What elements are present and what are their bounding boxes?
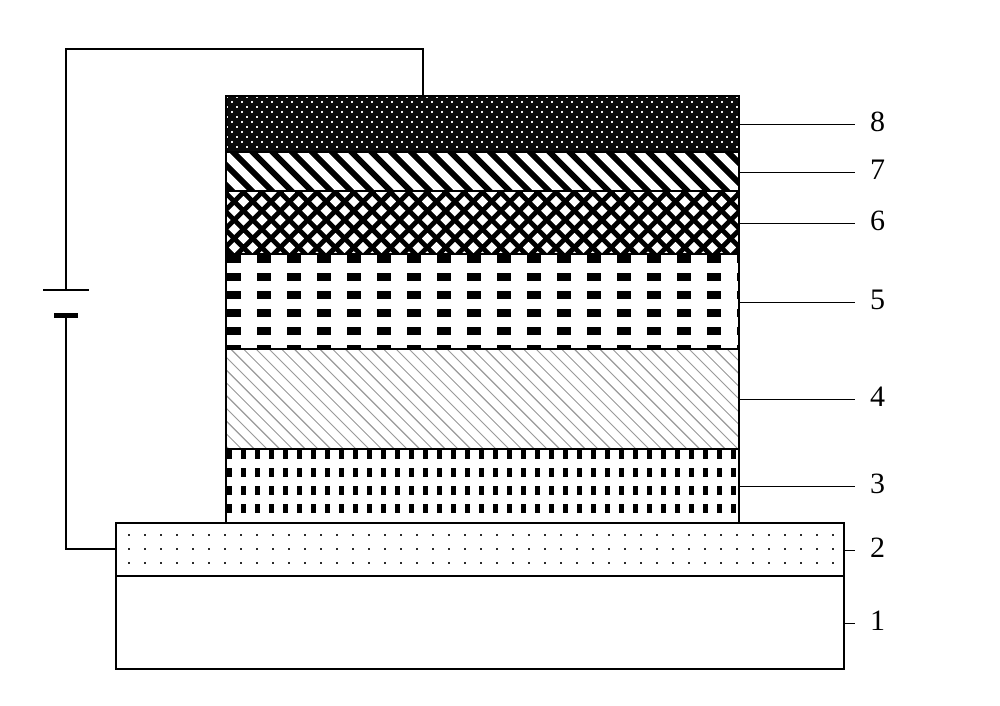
layer-label-5: 5 — [870, 283, 885, 317]
layer-3-layer — [225, 448, 740, 524]
leader-line-7 — [740, 172, 855, 173]
leader-line-2 — [845, 550, 855, 551]
layer-label-6: 6 — [870, 204, 885, 238]
layer-label-8: 8 — [870, 105, 885, 139]
layer-4-layer — [225, 348, 740, 450]
wire-top — [65, 48, 424, 50]
layer-label-7: 7 — [870, 153, 885, 187]
layer-label-1: 1 — [870, 604, 885, 638]
wire-left-upper — [65, 48, 67, 289]
substrate-layer — [115, 575, 845, 670]
leader-line-1 — [845, 623, 855, 624]
bottom-electrode-layer — [115, 522, 845, 577]
leader-line-3 — [740, 486, 855, 487]
layer-label-3: 3 — [870, 467, 885, 501]
wire-bottom — [65, 548, 117, 550]
layer-6-layer — [225, 190, 740, 255]
wire-top-drop — [422, 48, 424, 97]
leader-line-8 — [740, 124, 855, 125]
top-electrode-layer — [225, 95, 740, 153]
leader-line-5 — [740, 302, 855, 303]
battery-long-plate — [43, 289, 89, 291]
layer-5-layer — [225, 253, 740, 350]
leader-line-6 — [740, 223, 855, 224]
layer-label-2: 2 — [870, 531, 885, 565]
layer-label-4: 4 — [870, 380, 885, 414]
wire-left-lower — [65, 317, 67, 548]
leader-line-4 — [740, 399, 855, 400]
layer-7-layer — [225, 151, 740, 192]
